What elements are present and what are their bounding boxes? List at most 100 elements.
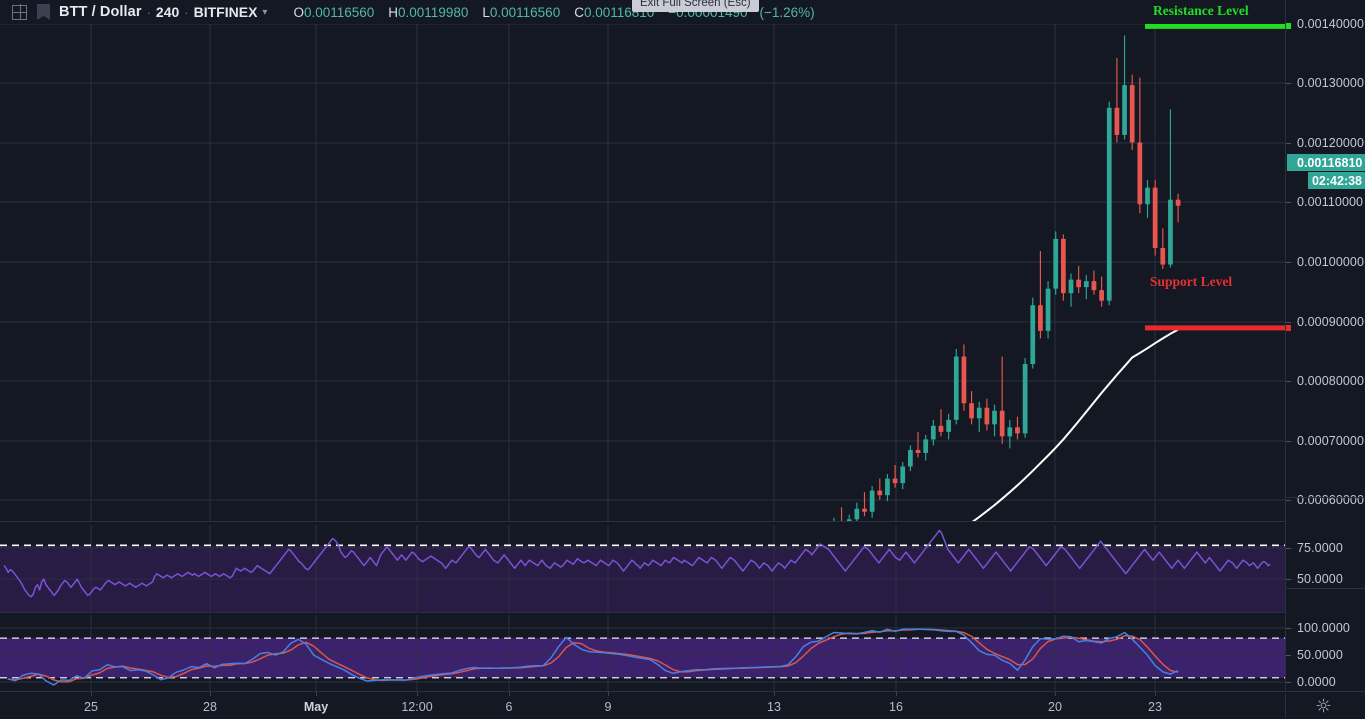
candle-body bbox=[885, 478, 890, 496]
price-scale-label: 0.00130000 bbox=[1297, 76, 1365, 90]
candle-body bbox=[1007, 427, 1013, 437]
candle-body bbox=[1175, 199, 1181, 206]
time-axis-label: 13 bbox=[767, 700, 781, 714]
flag-icon[interactable] bbox=[37, 4, 50, 20]
price-scale-label: 0.00090000 bbox=[1297, 315, 1365, 329]
time-axis-label: 25 bbox=[84, 700, 98, 714]
candle-body bbox=[1114, 107, 1120, 135]
candle-body bbox=[1137, 142, 1143, 205]
candle-body bbox=[1091, 281, 1097, 291]
countdown-timer-badge: 02:42:38 bbox=[1308, 172, 1365, 189]
candle-body bbox=[1030, 305, 1036, 365]
time-axis-tick bbox=[608, 692, 609, 696]
time-axis-label: 23 bbox=[1148, 700, 1162, 714]
candle-body bbox=[1129, 85, 1135, 143]
ohlc-low-key: L bbox=[482, 4, 490, 20]
time-axis-tick bbox=[774, 692, 775, 696]
candle-body bbox=[969, 403, 974, 419]
candle-body bbox=[1160, 247, 1166, 265]
candle-body bbox=[877, 490, 883, 496]
price-scale-label: 100.0000 bbox=[1297, 621, 1350, 635]
price-pane[interactable] bbox=[0, 24, 1285, 521]
candle-body bbox=[1076, 279, 1082, 288]
candle-body bbox=[976, 407, 982, 419]
gear-icon[interactable] bbox=[1316, 698, 1331, 713]
ohlc-open-value: 0.00116560 bbox=[303, 4, 375, 20]
price-scale-label: 0.00080000 bbox=[1297, 374, 1365, 388]
candle-body bbox=[846, 519, 852, 521]
candle-body bbox=[961, 356, 967, 404]
time-axis-label: May bbox=[303, 700, 329, 714]
price-scale-tick bbox=[1286, 441, 1291, 442]
ohlc-close-key: C bbox=[574, 4, 584, 20]
legend-separator-1: · bbox=[146, 4, 151, 20]
candle-body bbox=[1152, 187, 1158, 248]
candle-body bbox=[923, 439, 929, 453]
price-scale-tick bbox=[1286, 83, 1291, 84]
ohlc-open: O0.00116560 bbox=[293, 5, 374, 20]
candle-body bbox=[869, 490, 875, 512]
symbol-label[interactable]: BTT / Dollar bbox=[59, 4, 142, 20]
time-axis-label: 16 bbox=[889, 700, 903, 714]
candle-body bbox=[1145, 187, 1150, 205]
candle-body bbox=[862, 508, 867, 512]
candle-body bbox=[1083, 281, 1089, 288]
support-level-label: Support Level bbox=[1150, 274, 1233, 289]
price-scale-tick bbox=[1286, 143, 1291, 144]
candle-body bbox=[984, 407, 990, 425]
time-axis-tick bbox=[91, 692, 92, 696]
price-scale-label: 0.00140000 bbox=[1297, 17, 1365, 31]
moving-average-line bbox=[971, 328, 1179, 521]
price-scale-label: 50.0000 bbox=[1297, 572, 1343, 586]
resolution-label[interactable]: 240 bbox=[155, 4, 180, 20]
rsi-chart-svg bbox=[0, 525, 1285, 613]
price-scale-section-divider bbox=[1286, 588, 1365, 589]
price-scale-label: 0.00120000 bbox=[1297, 136, 1365, 150]
price-scale-tick bbox=[1286, 381, 1291, 382]
price-scale-tick bbox=[1286, 262, 1291, 263]
candle-body bbox=[915, 449, 921, 453]
candle-body bbox=[1015, 427, 1020, 434]
price-scale-section-divider bbox=[1286, 497, 1365, 498]
ohlc-open-key: O bbox=[293, 4, 304, 20]
candle-body bbox=[1060, 238, 1066, 294]
candlestick-series bbox=[833, 35, 1181, 521]
ohlc-low: L0.00116560 bbox=[482, 5, 560, 20]
time-axis-label: 12:00 bbox=[401, 700, 433, 714]
exit-fullscreen-tooltip: Exit Full Screen (Esc) bbox=[632, 0, 759, 12]
pane-divider-1[interactable] bbox=[0, 521, 1365, 522]
chevron-down-icon[interactable]: ▾ bbox=[262, 6, 268, 18]
time-axis-tick bbox=[1055, 692, 1056, 696]
candle-body bbox=[1122, 85, 1127, 135]
candle-body bbox=[1106, 107, 1112, 301]
exchange-label[interactable]: BITFINEX bbox=[193, 4, 258, 20]
current-price-badge[interactable]: 0.00116810 bbox=[1287, 154, 1365, 171]
candle-body bbox=[908, 449, 913, 467]
stochastic-pane[interactable] bbox=[0, 615, 1285, 691]
time-axis-label: 6 bbox=[505, 700, 513, 714]
level-scale-marker bbox=[1286, 324, 1291, 331]
price-scale-label: 0.00060000 bbox=[1297, 493, 1365, 507]
candle-body bbox=[938, 425, 944, 432]
candle-body bbox=[1099, 290, 1104, 301]
candle-body bbox=[1038, 305, 1043, 331]
price-scale-label: 0.00070000 bbox=[1297, 434, 1365, 448]
ohlc-high-value: 0.00119980 bbox=[398, 4, 469, 20]
grid-plus-icon[interactable] bbox=[11, 4, 27, 20]
time-axis-tick bbox=[509, 692, 510, 696]
time-axis[interactable]: 25 28 May 12:00 6 9 13 16 20 23 bbox=[0, 691, 1365, 719]
level-scale-marker bbox=[1286, 23, 1291, 30]
price-scale-tick bbox=[1286, 322, 1291, 323]
price-scale[interactable]: 0.00140000 0.00130000 0.00120000 0.00110000… bbox=[1285, 0, 1365, 691]
candle-body bbox=[992, 410, 997, 425]
candle-body bbox=[930, 425, 936, 440]
pane-divider-2[interactable] bbox=[0, 612, 1365, 613]
candle-body bbox=[1068, 279, 1074, 294]
price-scale-label: 0.0000 bbox=[1297, 675, 1336, 689]
stochastic-chart-svg bbox=[0, 615, 1285, 691]
price-scale-label: 0.00100000 bbox=[1297, 255, 1365, 269]
candle-body bbox=[1168, 199, 1173, 265]
rsi-pane[interactable] bbox=[0, 525, 1285, 613]
price-scale-tick bbox=[1286, 548, 1291, 549]
stochastic-d-line bbox=[7, 628, 1179, 683]
